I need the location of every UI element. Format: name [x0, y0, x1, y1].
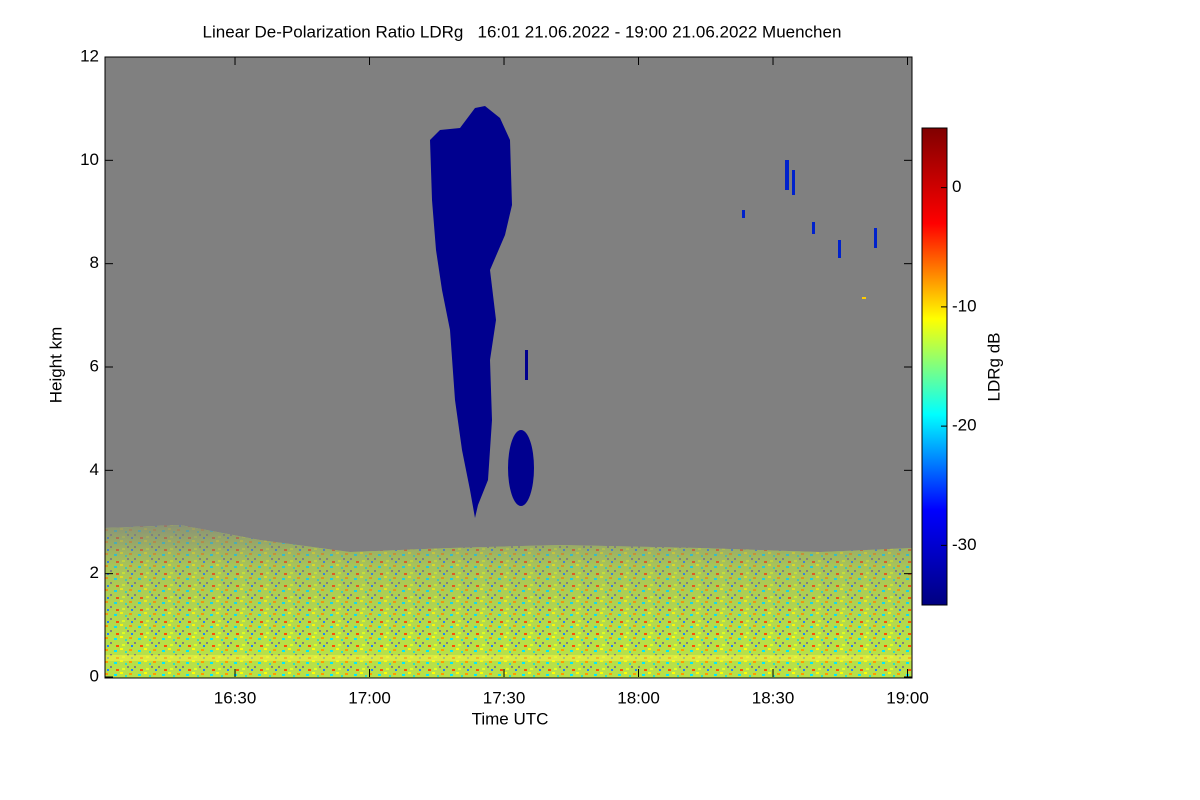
x-tick-label: 18:00 — [617, 688, 660, 707]
colorbar-tick-label: -30 — [952, 535, 977, 554]
heatmap-image — [105, 57, 912, 678]
x-tick-label: 19:00 — [886, 688, 929, 707]
y-tick-label: 4 — [90, 460, 99, 479]
colorbar — [921, 127, 948, 606]
y-tick-label: 0 — [90, 666, 99, 685]
x-tick-label: 16:30 — [214, 688, 257, 707]
y-axis-label: Height km — [46, 327, 65, 404]
x-tick-label: 17:00 — [348, 688, 391, 707]
x-tick-label: 18:30 — [752, 688, 795, 707]
colorbar-tick-label: -20 — [952, 416, 977, 435]
colorbar-tick-label: 0 — [952, 177, 961, 196]
y-tick-label: 12 — [80, 46, 99, 65]
x-tick-label: 17:30 — [483, 688, 526, 707]
y-tick-label: 10 — [80, 150, 99, 169]
colorbar-tick-label: -10 — [952, 296, 977, 315]
y-tick-label: 6 — [90, 356, 99, 375]
y-tick-label: 2 — [90, 563, 99, 582]
chart-title: Linear De-Polarization Ratio LDRg 16:01 … — [203, 22, 842, 41]
y-tick-label: 8 — [90, 253, 99, 272]
colorbar-label: LDRg dB — [984, 333, 1003, 402]
x-axis-label: Time UTC — [472, 709, 549, 728]
